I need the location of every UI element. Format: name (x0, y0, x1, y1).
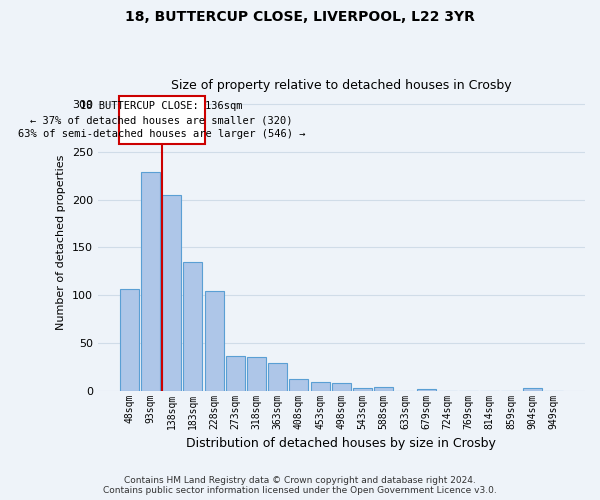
Bar (289, 379, 308, 390)
Bar (332, 383, 351, 390)
Bar (374, 387, 393, 390)
Bar (416, 388, 436, 390)
Text: 18 BUTTERCUP CLOSE: 136sqm
← 37% of detached houses are smaller (320)
63% of sem: 18 BUTTERCUP CLOSE: 136sqm ← 37% of deta… (18, 102, 305, 140)
X-axis label: Distribution of detached houses by size in Crosby: Distribution of detached houses by size … (187, 437, 496, 450)
Title: Size of property relative to detached houses in Crosby: Size of property relative to detached ho… (171, 79, 512, 92)
Y-axis label: Number of detached properties: Number of detached properties (56, 155, 66, 330)
Bar (311, 382, 329, 390)
Bar (353, 388, 372, 390)
Bar (205, 292, 224, 390)
Bar (120, 290, 139, 390)
Bar (523, 388, 542, 390)
Bar (226, 356, 245, 390)
Bar (268, 363, 287, 390)
FancyBboxPatch shape (119, 96, 205, 144)
Text: 18, BUTTERCUP CLOSE, LIVERPOOL, L22 3YR: 18, BUTTERCUP CLOSE, LIVERPOOL, L22 3YR (125, 10, 475, 24)
Text: Contains HM Land Registry data © Crown copyright and database right 2024.
Contai: Contains HM Land Registry data © Crown c… (103, 476, 497, 495)
Bar (247, 357, 266, 390)
Bar (162, 195, 181, 390)
Bar (141, 172, 160, 390)
Bar (184, 262, 202, 390)
